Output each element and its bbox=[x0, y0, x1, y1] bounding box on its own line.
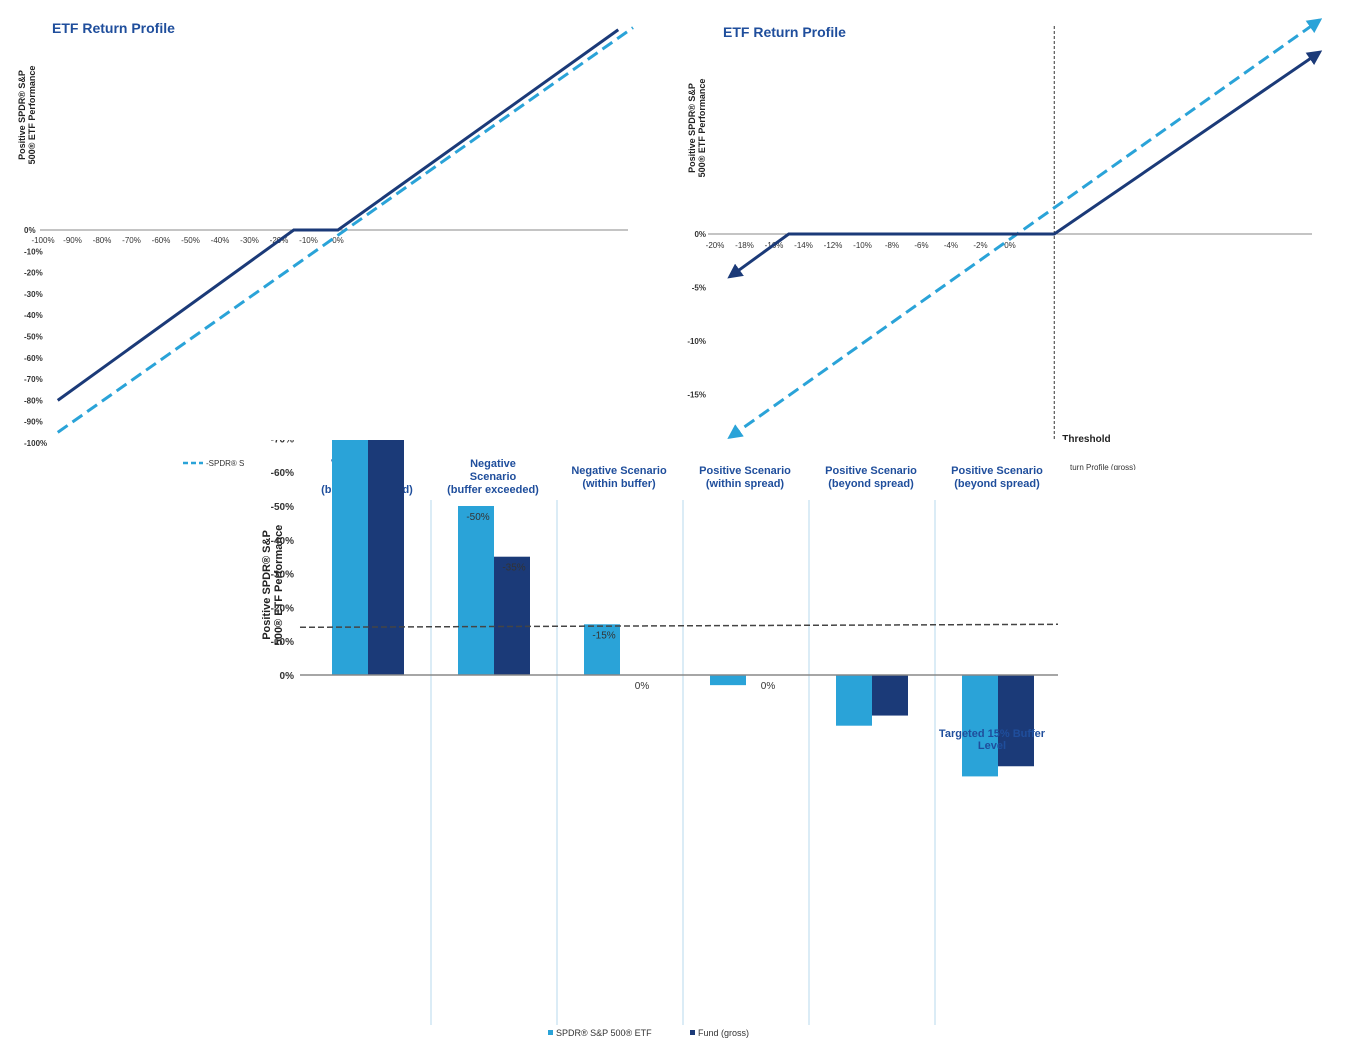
x-tick-label: 0% bbox=[332, 236, 344, 245]
data-label: -50% bbox=[466, 512, 489, 523]
legend-etf-label: -SPDR® S bbox=[206, 459, 244, 468]
bar-fund bbox=[872, 675, 908, 716]
x-tick-label: -90% bbox=[63, 236, 82, 245]
x-tick-label: -2% bbox=[973, 241, 987, 250]
x-tick-label: -60% bbox=[152, 236, 171, 245]
series-etf-line bbox=[56, 26, 634, 434]
bar-etf bbox=[584, 624, 620, 675]
threshold-label: Threshold bbox=[1062, 434, 1110, 445]
x-tick-label: -18% bbox=[735, 241, 754, 250]
series-fund-line bbox=[727, 50, 1323, 279]
y-axis-label: Positive SPDR® S&P500® ETF Performance bbox=[687, 79, 707, 178]
x-tick-label: -4% bbox=[944, 241, 958, 250]
line-chart-2: ETF Return Profile Positive SPDR® S&P500®… bbox=[687, 18, 1323, 470]
bar-fund bbox=[368, 440, 404, 675]
data-label: -35% bbox=[502, 563, 525, 574]
bar-fund bbox=[494, 556, 530, 675]
y-tick-label: 0% bbox=[280, 671, 295, 682]
legend-fund-label: turn Profile (gross) bbox=[1070, 463, 1136, 470]
legend-etf-swatch bbox=[548, 1030, 553, 1035]
y-axis-label: Positive SPDR® S&P500® ETF Performance bbox=[261, 525, 285, 646]
y-tick-label: -15% bbox=[687, 391, 706, 400]
y-tick-label: -40% bbox=[24, 311, 43, 320]
x-tick-label: -20% bbox=[706, 241, 725, 250]
y-tick-label: 0% bbox=[24, 226, 36, 235]
bar-fund bbox=[998, 675, 1034, 767]
y-tick-label: -80% bbox=[24, 396, 43, 405]
category-header: Negative Scenario (buffer exceeded) bbox=[447, 458, 539, 496]
bar-etf bbox=[836, 675, 872, 726]
bar-etf bbox=[458, 506, 494, 675]
x-tick-label: -12% bbox=[824, 241, 843, 250]
x-tick-label: -8% bbox=[885, 241, 899, 250]
y-tick-label: -10% bbox=[24, 247, 43, 256]
data-label: 0% bbox=[635, 681, 650, 692]
x-tick-label: -50% bbox=[181, 236, 200, 245]
y-tick-label: -70% bbox=[24, 375, 43, 384]
y-tick-label: -50% bbox=[271, 502, 294, 513]
bar-chart: Positive SPDR® S&P500® ETF Performance 0%… bbox=[261, 440, 1059, 1038]
series-fund-line bbox=[56, 28, 620, 402]
x-tick-label: -30% bbox=[240, 236, 259, 245]
y-tick-label: -60% bbox=[271, 468, 294, 479]
etf-return-profile-chart-1: ETF Return Profile Positive SPDR® S&P500®… bbox=[0, 0, 650, 470]
series-etf-line bbox=[727, 18, 1323, 440]
x-tick-label: -80% bbox=[93, 236, 112, 245]
y-tick-label: 0% bbox=[694, 230, 706, 239]
y-tick-label: -70% bbox=[271, 440, 294, 445]
y-tick-label: -40% bbox=[271, 536, 294, 547]
y-tick-label: -90% bbox=[24, 418, 43, 427]
buffer-reference-line bbox=[299, 623, 1059, 629]
y-axis-label: Positive SPDR® S&P500® ETF Performance bbox=[17, 66, 37, 165]
chart-title: ETF Return Profile bbox=[723, 24, 846, 40]
bar-etf bbox=[710, 675, 746, 686]
bar-etf bbox=[962, 675, 998, 777]
x-tick-label: -40% bbox=[211, 236, 230, 245]
category-header: Positive Scenario (within spread) bbox=[699, 465, 791, 490]
legend-etf-label: SPDR® S&P 500® ETF bbox=[556, 1028, 652, 1038]
chart-title: ETF Return Profile bbox=[52, 20, 175, 36]
y-tick-label: -20% bbox=[24, 269, 43, 278]
x-tick-label: -70% bbox=[122, 236, 141, 245]
category-header: Positive Scenario (beyond spread) bbox=[825, 465, 917, 490]
x-tick-label: -14% bbox=[794, 241, 813, 250]
y-tick-label: -20% bbox=[271, 603, 294, 614]
data-label: 0% bbox=[761, 681, 776, 692]
buffer-reference-label: Targeted 15% Buffer Level bbox=[939, 728, 1046, 752]
category-header: Positive Scenario (beyond spread) bbox=[951, 465, 1043, 490]
etf-return-profile-chart-2: ETF Return Profile Positive SPDR® S&P500®… bbox=[672, 0, 1345, 470]
y-tick-label: -50% bbox=[24, 333, 43, 342]
y-tick-label: -5% bbox=[692, 284, 706, 293]
data-label: -15% bbox=[592, 630, 615, 641]
category-header: Negative Scenario (within buffer) bbox=[571, 465, 667, 490]
x-tick-label: -6% bbox=[914, 241, 928, 250]
y-tick-label: -60% bbox=[24, 354, 43, 363]
y-tick-label: -30% bbox=[24, 290, 43, 299]
x-tick-label: -10% bbox=[299, 236, 318, 245]
scenario-bar-chart: Positive SPDR® S&P500® ETF Performance 0%… bbox=[248, 440, 1068, 1049]
y-tick-label: -100% bbox=[24, 439, 47, 448]
x-tick-label: -100% bbox=[31, 236, 54, 245]
y-tick-label: -10% bbox=[687, 337, 706, 346]
y-tick-label: -10% bbox=[271, 637, 294, 648]
x-tick-label: 0% bbox=[1004, 241, 1016, 250]
x-tick-label: -10% bbox=[853, 241, 872, 250]
bar-etf bbox=[332, 440, 368, 675]
y-tick-label: -30% bbox=[271, 570, 294, 581]
legend-fund-label: Fund (gross) bbox=[698, 1028, 749, 1038]
legend-fund-swatch bbox=[690, 1030, 695, 1035]
line-chart-1: ETF Return Profile Positive SPDR® S&P500®… bbox=[17, 20, 634, 468]
